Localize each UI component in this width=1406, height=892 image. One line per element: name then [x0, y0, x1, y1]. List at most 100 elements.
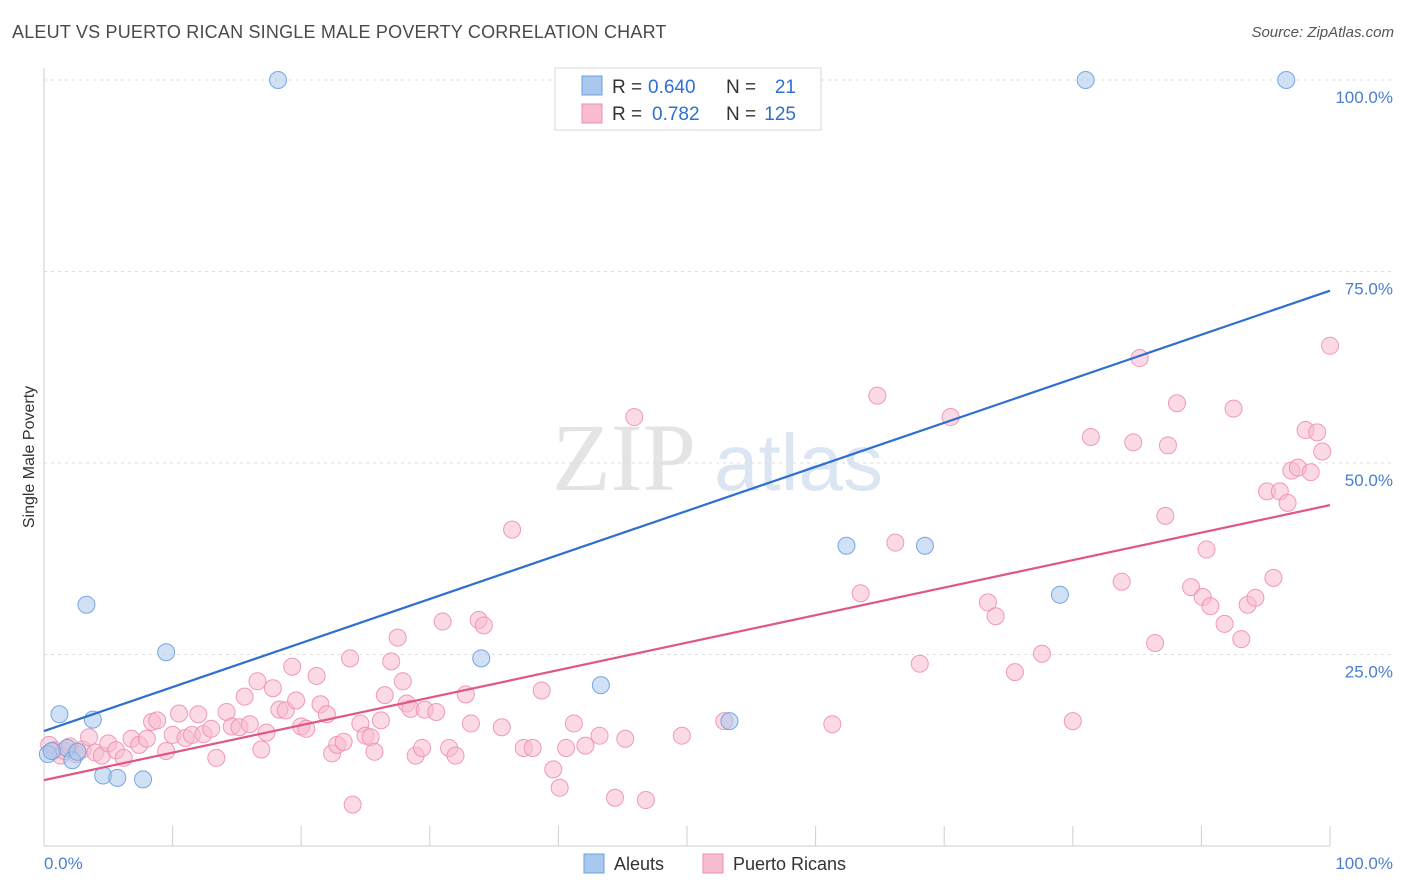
aleut-point-17 — [1050, 585, 1069, 604]
gridlines — [44, 79, 1393, 655]
y-tick-label-3: 100.0% — [1335, 88, 1393, 107]
bottom-legend-swatch-aleuts — [583, 853, 605, 874]
series-legend: Aleuts Puerto Ricans — [583, 853, 846, 874]
legend-r-value-1: 0.640 — [648, 77, 696, 98]
puerto-rican-point-35 — [263, 679, 282, 698]
puerto-rican-point-83 — [605, 788, 624, 807]
puerto-rican-point-80 — [564, 714, 583, 733]
puerto-ricans-points — [40, 336, 1339, 814]
source-label: Source: ZipAtlas.com — [1251, 24, 1394, 41]
puerto-rican-point-26 — [207, 748, 226, 767]
aleut-point-1 — [50, 705, 69, 724]
aleut-point-11 — [269, 71, 288, 89]
bottom-legend-swatch-puerto-ricans — [702, 853, 724, 874]
puerto-rican-point-98 — [1032, 644, 1051, 663]
legend-r-label-2: R = — [612, 104, 642, 125]
puerto-rican-point-55 — [375, 686, 394, 705]
puerto-rican-point-113 — [1224, 399, 1243, 418]
aleut-point-8 — [108, 768, 127, 787]
puerto-rican-point-91 — [868, 386, 887, 405]
legend-n-label-1: N = — [726, 77, 756, 98]
y-tick-label-1: 50.0% — [1345, 471, 1393, 490]
y-tick-labels: 25.0% 50.0% 75.0% 100.0% — [1335, 88, 1393, 682]
aleut-point-20 — [42, 742, 61, 761]
puerto-rican-point-15 — [137, 729, 156, 748]
aleut-point-19 — [1277, 71, 1296, 89]
aleut-point-9 — [134, 770, 153, 789]
puerto-rican-point-58 — [393, 672, 412, 691]
legend-swatch-aleuts — [581, 75, 603, 96]
puerto-rican-point-33 — [252, 740, 271, 759]
puerto-rican-point-111 — [1201, 597, 1220, 616]
bottom-legend-label-aleuts: Aleuts — [614, 854, 664, 874]
puerto-rican-point-65 — [433, 612, 452, 631]
puerto-rican-point-17 — [148, 711, 167, 730]
bottom-legend-label-puerto-ricans: Puerto Ricans — [733, 854, 846, 874]
legend-n-value-2: 125 — [764, 104, 796, 125]
puerto-rican-point-105 — [1156, 506, 1175, 525]
legend-n-label-2: N = — [726, 104, 756, 125]
aleut-point-4 — [68, 742, 87, 761]
puerto-rican-point-48 — [341, 649, 360, 668]
puerto-rican-point-67 — [446, 746, 465, 765]
legend-swatch-puerto-ricans — [581, 103, 603, 124]
puerto-rican-point-30 — [235, 687, 254, 706]
trend-lines — [43, 289, 1331, 782]
y-tick-label-2: 75.0% — [1345, 280, 1393, 299]
puerto-rican-point-69 — [461, 714, 480, 733]
puerto-rican-point-125 — [1308, 423, 1327, 442]
aleut-point-12 — [472, 649, 491, 668]
puerto-rican-point-82 — [590, 726, 609, 745]
puerto-rican-point-53 — [365, 742, 384, 761]
puerto-rican-point-78 — [550, 778, 569, 797]
y-axis-label: Single Male Poverty — [21, 386, 38, 528]
puerto-rican-point-118 — [1264, 568, 1283, 587]
puerto-rican-point-18 — [157, 742, 176, 761]
puerto-rican-point-54 — [371, 711, 390, 730]
legend-r-label-1: R = — [612, 77, 642, 98]
puerto-rican-point-56 — [382, 652, 401, 671]
puerto-rican-point-100 — [1081, 427, 1100, 446]
puerto-rican-point-75 — [523, 738, 542, 757]
puerto-rican-point-47 — [334, 732, 353, 751]
puerto-rican-point-124 — [1301, 463, 1320, 482]
puerto-rican-point-106 — [1158, 436, 1177, 455]
puerto-rican-point-97 — [1005, 663, 1024, 682]
puerto-rican-point-20 — [170, 704, 189, 723]
aleut-point-10 — [157, 643, 176, 662]
puerto-rican-point-107 — [1167, 394, 1186, 413]
puerto-rican-point-71 — [474, 616, 493, 635]
x-tick-label-right: 100.0% — [1335, 854, 1393, 873]
legend-n-value-1: 21 — [775, 77, 796, 98]
aleuts-points — [38, 71, 1296, 789]
watermark-zip: ZIP — [552, 404, 696, 511]
puerto-rican-point-7 — [80, 728, 99, 747]
puerto-rican-point-93 — [910, 654, 929, 673]
puerto-rican-point-42 — [307, 666, 326, 685]
puerto-rican-point-85 — [625, 408, 644, 427]
puerto-rican-point-90 — [851, 584, 870, 603]
aleut-point-14 — [720, 712, 739, 731]
puerto-rican-point-120 — [1278, 493, 1297, 512]
puerto-rican-point-101 — [1112, 572, 1131, 591]
puerto-rican-point-126 — [1313, 442, 1332, 461]
puerto-rican-point-108 — [1182, 578, 1201, 597]
puerto-rican-point-72 — [492, 718, 511, 737]
puerto-rican-point-79 — [557, 738, 576, 757]
correlation-legend: R = 0.640 N = 21 R = 0.782 N = 125 — [554, 67, 822, 131]
puerto-rican-point-92 — [886, 533, 905, 552]
puerto-rican-point-95 — [978, 593, 997, 612]
puerto-rican-point-49 — [343, 795, 362, 814]
puerto-rican-point-87 — [672, 726, 691, 745]
puerto-rican-point-73 — [503, 520, 522, 539]
puerto-rican-point-96 — [986, 607, 1005, 626]
puerto-rican-point-81 — [576, 736, 595, 755]
puerto-rican-point-32 — [248, 672, 267, 691]
puerto-rican-point-23 — [189, 705, 208, 724]
puerto-rican-point-102 — [1124, 433, 1143, 452]
puerto-rican-point-84 — [616, 729, 635, 748]
puerto-rican-point-76 — [532, 681, 551, 700]
puerto-rican-point-31 — [240, 715, 259, 734]
puerto-rican-point-57 — [388, 628, 407, 647]
puerto-rican-point-77 — [544, 760, 563, 779]
